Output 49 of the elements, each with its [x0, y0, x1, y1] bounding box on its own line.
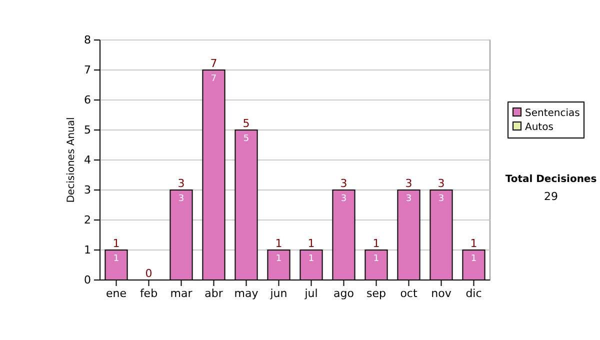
y-tick-label: 8	[84, 34, 91, 47]
data-label: 3	[178, 194, 184, 204]
total-label: 1	[308, 237, 315, 250]
x-tick-label: dic	[466, 286, 482, 300]
total-label: 0	[145, 267, 152, 280]
total-label: 1	[372, 237, 380, 250]
total-label: 3	[178, 177, 185, 190]
y-tick-label: 4	[84, 154, 91, 167]
legend-label: Sentencias	[525, 108, 580, 119]
x-tick-label: ago	[334, 286, 354, 300]
x-tick-label: ene	[106, 286, 127, 300]
total-label: 3	[438, 177, 445, 190]
data-label: 3	[406, 194, 412, 204]
text: 29	[544, 190, 558, 203]
y-tick-label: 7	[84, 64, 91, 77]
total-label: 3	[340, 177, 348, 190]
y-tick-label: 6	[84, 94, 91, 107]
x-tick-label: jul	[304, 286, 318, 300]
y-tick-label: 2	[84, 214, 91, 227]
data-label: 1	[276, 254, 282, 264]
x-tick-label: nov	[431, 286, 452, 300]
y-tick-label: 3	[84, 184, 91, 197]
total-label: 1	[275, 237, 282, 250]
y-tick-label: 5	[84, 124, 91, 137]
data-label: 3	[438, 194, 444, 204]
y-axis-title: Decisiones Anual	[66, 117, 77, 203]
x-tick-label: may	[234, 286, 259, 300]
total-label: 3	[405, 177, 412, 190]
total-label: 1	[112, 237, 120, 250]
x-tick-label: sep	[366, 286, 386, 300]
x-tick-label: mar	[170, 286, 193, 300]
data-label: 5	[243, 134, 250, 144]
data-label: 1	[113, 254, 120, 264]
legend-label: Autos	[525, 122, 554, 133]
y-tick-label: 0	[84, 274, 91, 287]
text: Total Decisiones	[505, 174, 597, 185]
data-label: 7	[210, 74, 217, 84]
x-tick-label: oct	[400, 286, 418, 300]
data-label: 3	[340, 194, 347, 204]
data-label: 1	[373, 254, 380, 264]
y-tick-label: 1	[84, 244, 91, 257]
data-label: 1	[470, 254, 477, 264]
total-label: 5	[242, 117, 250, 130]
x-tick-label: abr	[204, 286, 224, 300]
data-label: 1	[308, 254, 314, 264]
x-tick-label: feb	[140, 286, 158, 300]
total-label: 7	[210, 57, 218, 70]
total-label: 1	[470, 237, 478, 250]
x-tick-label: jun	[269, 286, 288, 300]
